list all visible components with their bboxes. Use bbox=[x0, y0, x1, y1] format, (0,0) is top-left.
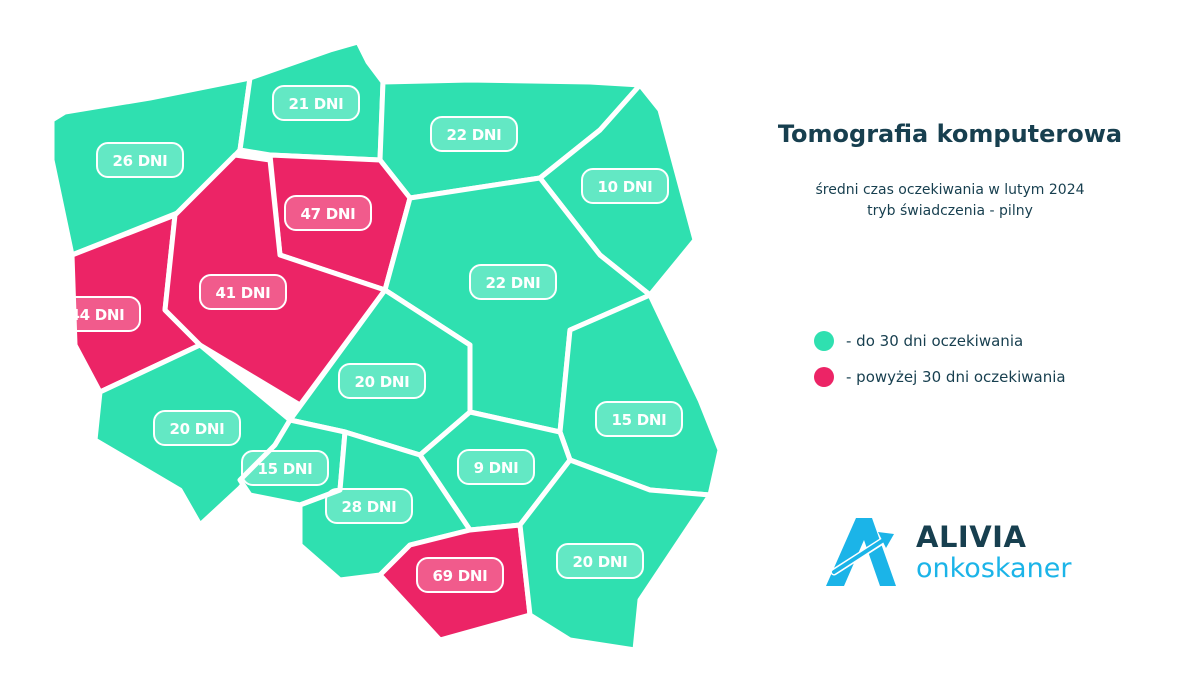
legend-label-pink: - powyżej 30 dni oczekiwania bbox=[846, 368, 1066, 386]
poland-map: 26 DNI 21 DNI 22 DNI 10 DNI 47 DNI 44 DNI 41 D… bbox=[52, 42, 720, 653]
region-label-box bbox=[595, 401, 683, 437]
legend-item-green: - do 30 dni oczekiwania bbox=[814, 330, 1066, 352]
region-label-mazowieckie: 22 DNI bbox=[469, 264, 557, 300]
region-label-box bbox=[469, 264, 557, 300]
region-label-podlaskie: 10 DNI bbox=[581, 168, 669, 204]
region-slaskie bbox=[297, 429, 473, 583]
logo-sub: onkoskaner bbox=[916, 553, 1072, 584]
region-label-box bbox=[325, 488, 413, 524]
region-label-text: 10 DNI bbox=[598, 178, 653, 196]
region-podkarpackie bbox=[517, 457, 713, 653]
alivia-logo-icon bbox=[826, 518, 896, 586]
region-label-lodzkie: 20 DNI bbox=[338, 363, 426, 399]
region-label-pomorskie: 21 DNI bbox=[272, 85, 360, 121]
legend-label-green: - do 30 dni oczekiwania bbox=[846, 332, 1024, 350]
region-label-text: 47 DNI bbox=[301, 205, 356, 223]
region-label-text: 9 DNI bbox=[474, 459, 519, 477]
region-label-box bbox=[284, 195, 372, 231]
region-label-text: 20 DNI bbox=[573, 553, 628, 571]
region-label-text: 22 DNI bbox=[447, 126, 502, 144]
region-label-text: 28 DNI bbox=[342, 498, 397, 516]
region-label-text: 15 DNI bbox=[612, 411, 667, 429]
region-label-box bbox=[457, 449, 535, 485]
legend-dot-pink bbox=[814, 367, 834, 387]
region-label-text: 69 DNI bbox=[433, 567, 488, 585]
region-label-box bbox=[199, 274, 287, 310]
region-label-text: 26 DNI bbox=[113, 152, 168, 170]
region-label-malopolskie: 69 DNI bbox=[416, 557, 504, 593]
region-label-text: 20 DNI bbox=[355, 373, 410, 391]
region-label-opolskie: 15 DNI bbox=[241, 450, 329, 486]
subtitle-line-2: tryb świadczenia - pilny bbox=[867, 203, 1033, 219]
logo-name: ALIVIA bbox=[916, 520, 1027, 554]
region-label-text: 15 DNI bbox=[258, 460, 313, 478]
region-label-text: 44 DNI bbox=[70, 306, 125, 324]
region-label-box bbox=[416, 557, 504, 593]
region-label-podkarpackie: 20 DNI bbox=[556, 543, 644, 579]
region-label-warminsko-mazurskie: 22 DNI bbox=[430, 116, 518, 152]
region-label-box bbox=[581, 168, 669, 204]
alivia-logo: ALIVIA onkoskaner bbox=[820, 512, 1120, 592]
region-label-box bbox=[338, 363, 426, 399]
region-label-kujawsko-pomorskie: 47 DNI bbox=[284, 195, 372, 231]
region-label-lubuskie: 44 DNI bbox=[53, 296, 141, 332]
legend: - do 30 dni oczekiwania - powyżej 30 dni… bbox=[814, 330, 1066, 402]
region-label-swietokrzyskie: 9 DNI bbox=[457, 449, 535, 485]
region-label-box bbox=[96, 142, 184, 178]
region-label-dolnoslaskie: 20 DNI bbox=[153, 410, 241, 446]
region-label-text: 20 DNI bbox=[170, 420, 225, 438]
region-label-slaskie: 28 DNI bbox=[325, 488, 413, 524]
region-label-box bbox=[241, 450, 329, 486]
region-label-lubelskie: 15 DNI bbox=[595, 401, 683, 437]
legend-item-pink: - powyżej 30 dni oczekiwania bbox=[814, 366, 1066, 388]
region-label-text: 41 DNI bbox=[216, 284, 271, 302]
subtitle-line-1: średni czas oczekiwania w lutym 2024 bbox=[815, 182, 1085, 198]
region-label-zachodniopomorskie: 26 DNI bbox=[96, 142, 184, 178]
region-label-box bbox=[153, 410, 241, 446]
subtitle: średni czas oczekiwania w lutym 2024 try… bbox=[740, 180, 1160, 222]
region-label-text: 22 DNI bbox=[486, 274, 541, 292]
region-label-box bbox=[556, 543, 644, 579]
region-label-box bbox=[53, 296, 141, 332]
legend-dot-green bbox=[814, 331, 834, 351]
region-label-box bbox=[430, 116, 518, 152]
region-label-box bbox=[272, 85, 360, 121]
page-title: Tomografia komputerowa bbox=[777, 120, 1123, 148]
region-label-wielkopolskie: 41 DNI bbox=[199, 274, 287, 310]
region-label-text: 21 DNI bbox=[289, 95, 344, 113]
